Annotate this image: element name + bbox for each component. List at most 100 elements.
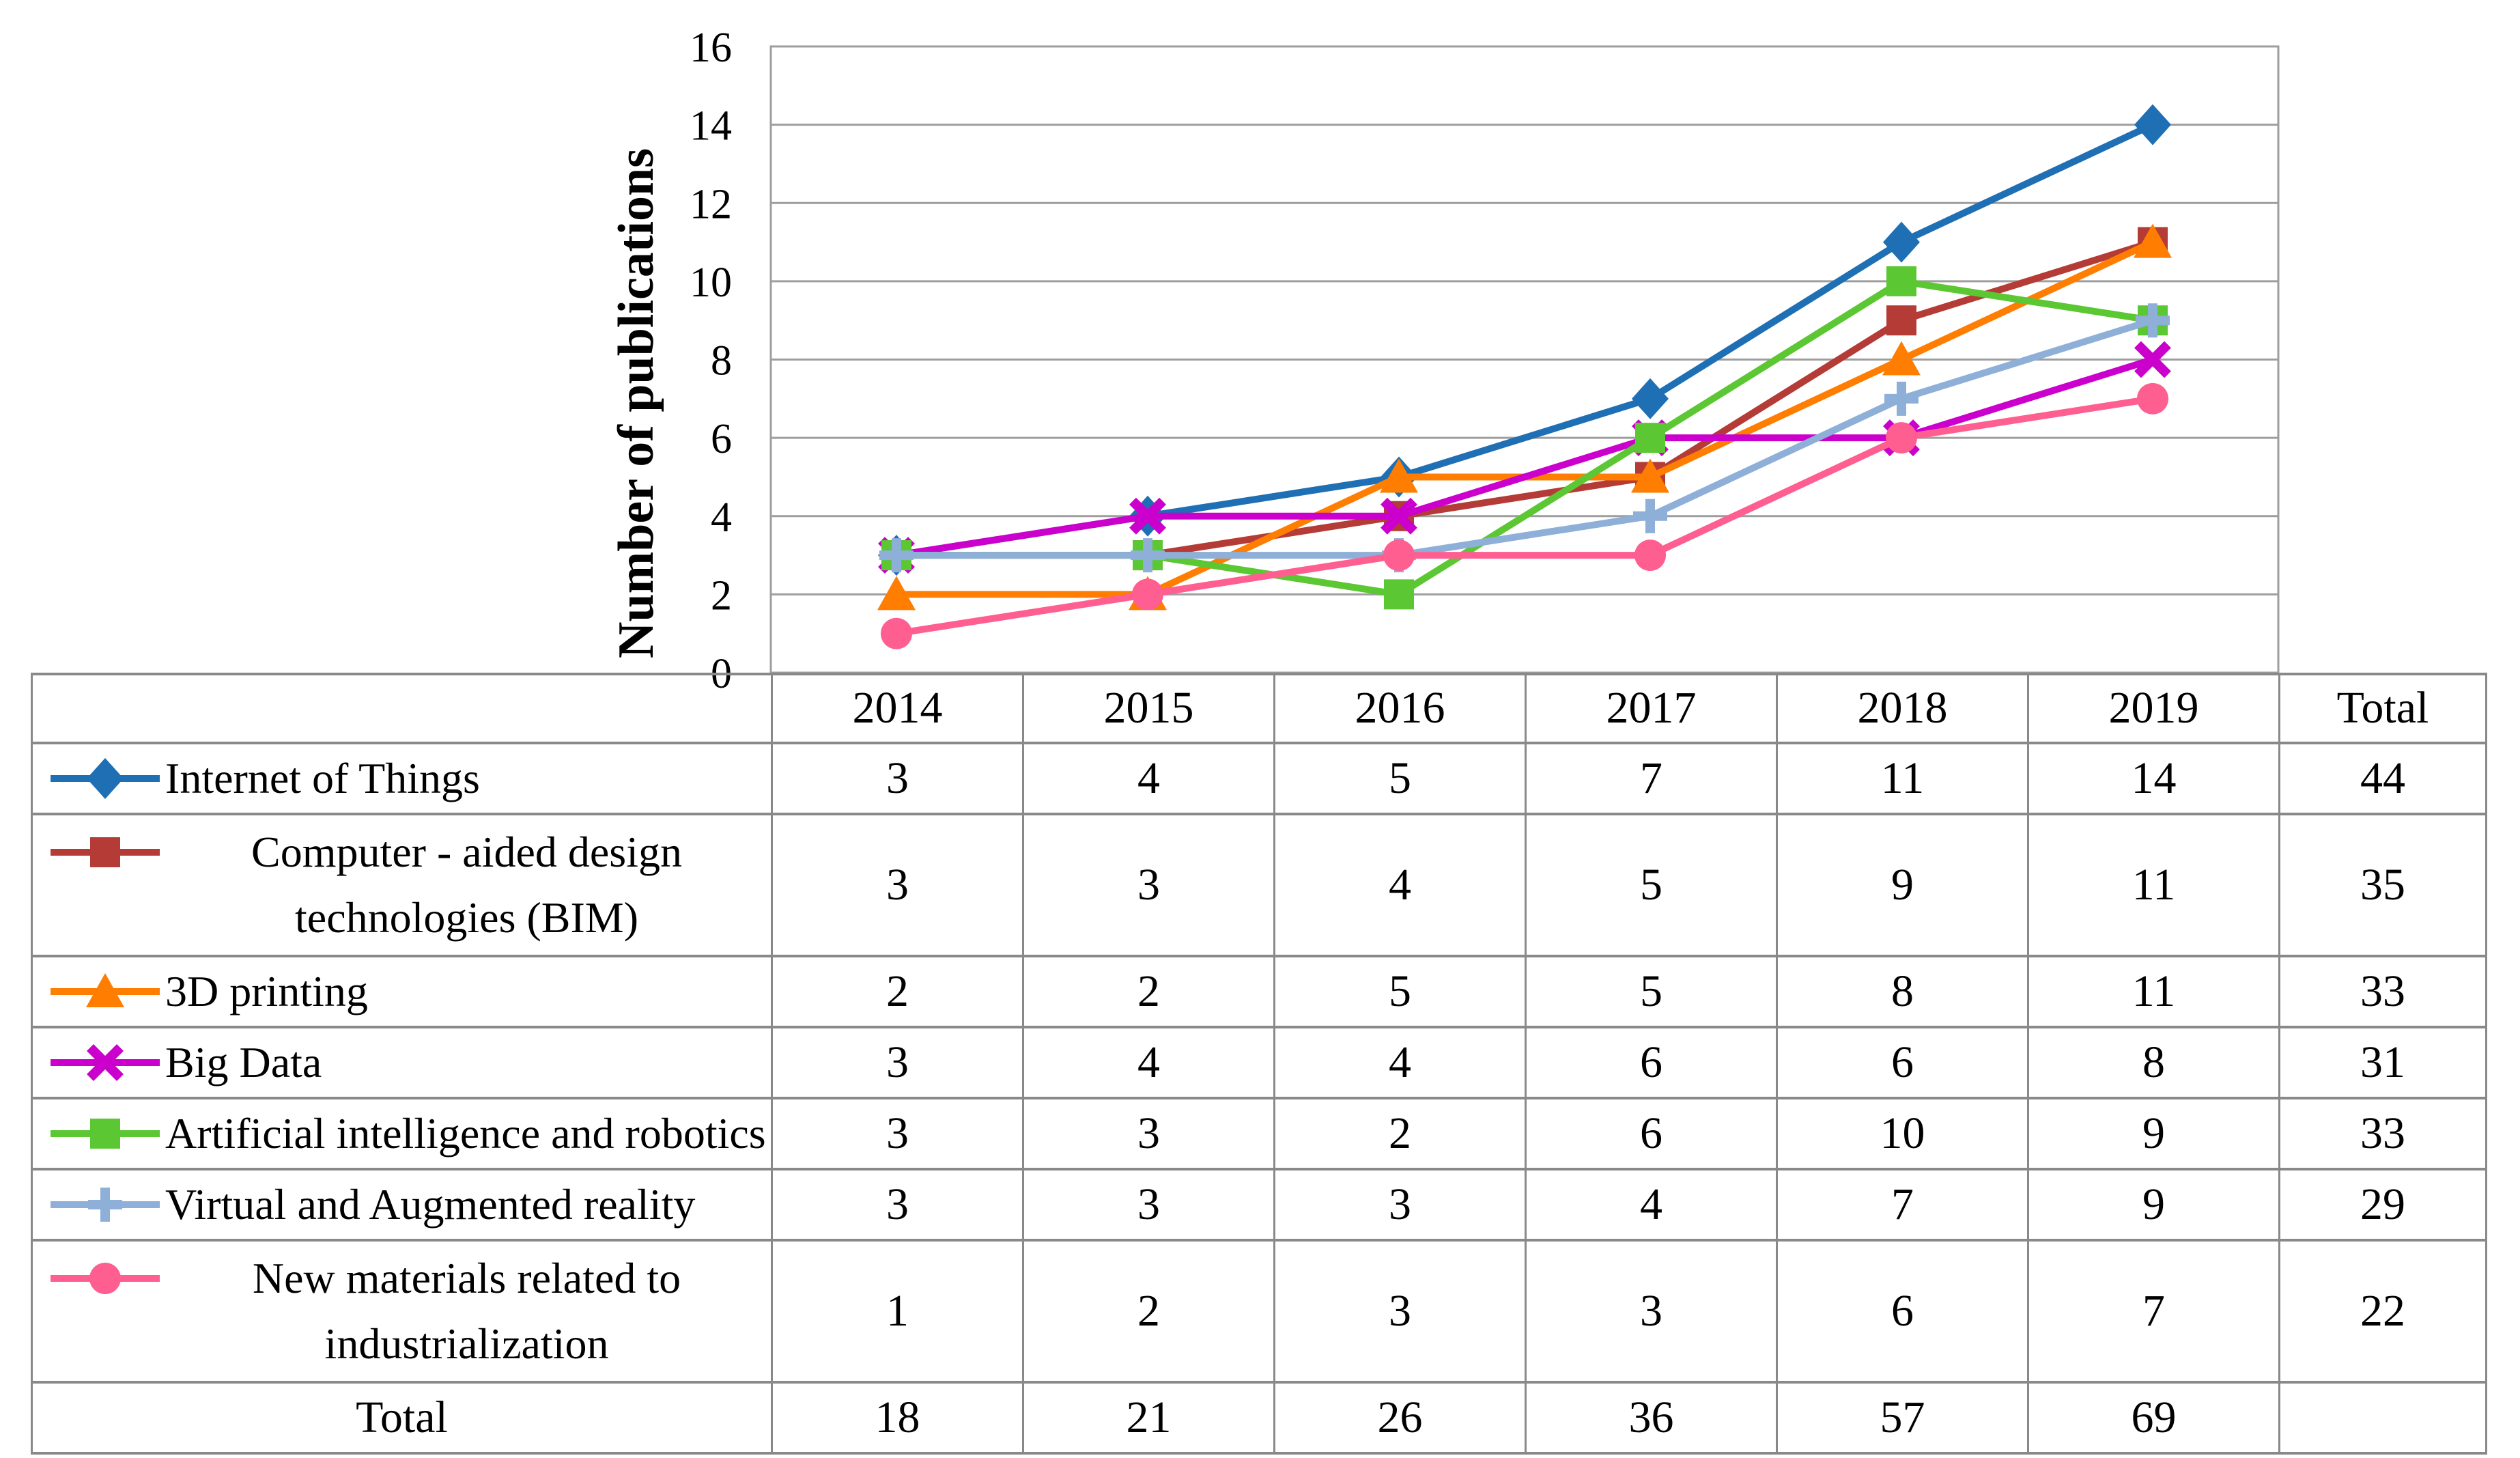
value-cell: 4 bbox=[1022, 742, 1275, 815]
square-marker-icon bbox=[2138, 227, 2168, 257]
square-marker-icon bbox=[90, 1119, 120, 1149]
column-header: 2019 bbox=[2027, 673, 2280, 744]
plus-marker-icon bbox=[1633, 499, 1667, 533]
series-label-cell: Internet of Things bbox=[31, 742, 773, 815]
series-line bbox=[896, 317, 2154, 559]
plus-marker-icon bbox=[1382, 538, 1416, 573]
diamond-marker-icon bbox=[1381, 456, 1417, 498]
y-axis-tick-label: 14 bbox=[690, 103, 732, 150]
value-cell: 6 bbox=[1525, 1026, 1778, 1099]
value-cell: 9 bbox=[2027, 1168, 2280, 1242]
circle-marker-icon bbox=[89, 1263, 121, 1294]
total-row: Total 18 21 26 36 57 69 bbox=[31, 1381, 2487, 1455]
series-label: Big Data bbox=[165, 1038, 322, 1087]
y-axis-title: Number of publications bbox=[608, 148, 664, 658]
diamond-marker-icon bbox=[1632, 378, 1669, 419]
square-marker-icon bbox=[1133, 540, 1163, 571]
square-marker-icon bbox=[1635, 462, 1665, 492]
value-cell: 3 bbox=[1022, 1168, 1275, 1242]
x-marker-icon bbox=[878, 537, 915, 574]
series-label-cell: Big Data bbox=[31, 1026, 773, 1099]
x-marker-icon bbox=[2134, 341, 2171, 378]
value-cell: 3 bbox=[771, 1026, 1024, 1099]
value-cell: 2 bbox=[1022, 955, 1275, 1028]
series-label: Artificial intelligence and robotics bbox=[165, 1109, 766, 1158]
y-axis-tick-label: 12 bbox=[690, 181, 732, 227]
column-header: 2015 bbox=[1022, 673, 1275, 744]
circle-marker-icon bbox=[1383, 539, 1415, 572]
circle-marker-icon bbox=[1886, 422, 1917, 454]
square-marker-icon bbox=[1384, 579, 1414, 610]
x-marker-icon bbox=[1381, 497, 1417, 535]
series-big-data bbox=[878, 341, 2171, 574]
row-total-cell: 33 bbox=[2278, 955, 2487, 1028]
plus-marker-icon bbox=[879, 538, 914, 573]
value-cell: 14 bbox=[2027, 742, 2280, 815]
value-cell: 9 bbox=[2027, 1097, 2280, 1170]
square-marker-icon bbox=[1133, 540, 1163, 571]
value-cell: 4 bbox=[1525, 1168, 1778, 1242]
y-axis-tick-label: 8 bbox=[711, 338, 732, 384]
diamond-marker-icon bbox=[2134, 104, 2171, 145]
x-marker-icon bbox=[1883, 419, 1920, 457]
y-axis-tick-label: 4 bbox=[711, 494, 732, 541]
value-cell: 7 bbox=[2027, 1239, 2280, 1384]
value-cell: 3 bbox=[771, 1168, 1024, 1242]
value-cell: 3 bbox=[771, 813, 1024, 957]
value-cell: 7 bbox=[1525, 742, 1778, 815]
value-cell: 11 bbox=[2027, 955, 2280, 1028]
square-legend-key-icon bbox=[51, 1119, 160, 1149]
value-cell: 6 bbox=[1776, 1026, 2029, 1099]
row-total-cell: 44 bbox=[2278, 742, 2487, 815]
total-value-cell: 21 bbox=[1022, 1381, 1275, 1455]
total-value-cell: 69 bbox=[2027, 1381, 2280, 1455]
value-cell: 6 bbox=[1776, 1239, 2029, 1384]
diamond-marker-icon bbox=[1883, 221, 1920, 263]
series-internet-of-things bbox=[878, 104, 2171, 576]
series-label-cell: Virtual and Augmented reality bbox=[31, 1168, 773, 1242]
series-label-cell: Artificial intelligence and robotics bbox=[31, 1097, 773, 1170]
circle-marker-icon bbox=[2137, 382, 2168, 415]
value-cell: 7 bbox=[1776, 1168, 2029, 1242]
table-row: New materials related to industrializatio… bbox=[31, 1239, 2487, 1384]
total-value-cell: 26 bbox=[1273, 1381, 1527, 1455]
value-cell: 3 bbox=[1273, 1239, 1527, 1384]
y-axis-title-box: Number of publications bbox=[595, 82, 677, 724]
circle-marker-icon bbox=[1132, 578, 1163, 611]
total-row-label: Total bbox=[31, 1381, 773, 1455]
y-axis-tick-label: 6 bbox=[711, 416, 732, 462]
value-cell: 3 bbox=[771, 742, 1024, 815]
open-corner-cell bbox=[2278, 1381, 2487, 1455]
value-cell: 11 bbox=[1776, 742, 2029, 815]
column-header: 2017 bbox=[1525, 673, 1778, 744]
plot-border bbox=[769, 45, 2280, 674]
y-axis-tick-label: 16 bbox=[690, 25, 732, 71]
diamond-marker-icon bbox=[1129, 495, 1166, 537]
series-line bbox=[896, 356, 2154, 559]
value-cell: 3 bbox=[1273, 1168, 1527, 1242]
value-cell: 5 bbox=[1525, 955, 1778, 1028]
total-value-cell: 36 bbox=[1525, 1381, 1778, 1455]
value-cell: 11 bbox=[2027, 813, 2280, 957]
series-virtual-and-augmented-reality bbox=[879, 303, 2170, 573]
table-row: Virtual and Augmented reality 3 3 3 4 7 9 29 bbox=[31, 1168, 2487, 1242]
triangle-marker-icon bbox=[877, 576, 916, 611]
x-marker-icon bbox=[87, 1044, 124, 1081]
square-marker-icon bbox=[881, 540, 911, 571]
circle-legend-key-icon bbox=[51, 1263, 160, 1294]
series-line bbox=[896, 122, 2155, 559]
triangle-legend-key-icon bbox=[51, 973, 160, 1007]
value-cell: 3 bbox=[1022, 1097, 1275, 1170]
table-row: Artificial intelligence and robotics 3 3 2 6… bbox=[31, 1097, 2487, 1170]
table-row: Big Data 3 4 4 6 6 8 31 bbox=[31, 1026, 2487, 1099]
x-legend-key-icon bbox=[51, 1044, 160, 1081]
value-cell: 5 bbox=[1273, 955, 1527, 1028]
series-label-cell: Computer - aided design technologies (BIM… bbox=[31, 813, 773, 957]
total-value-cell: 57 bbox=[1776, 1381, 2029, 1455]
series-line bbox=[896, 239, 2155, 598]
value-cell: 4 bbox=[1273, 1026, 1527, 1099]
value-cell: 1 bbox=[771, 1239, 1024, 1384]
value-cell: 5 bbox=[1273, 742, 1527, 815]
square-marker-icon bbox=[90, 837, 120, 867]
row-total-cell: 35 bbox=[2278, 813, 2487, 957]
